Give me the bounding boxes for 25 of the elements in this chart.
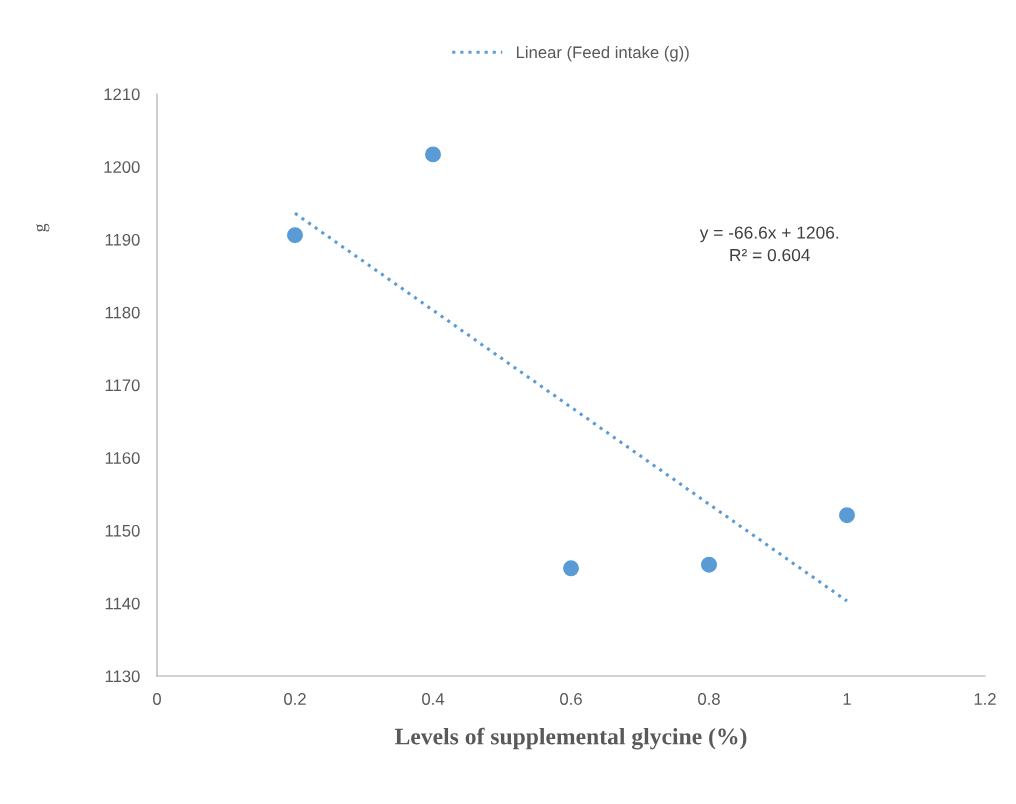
point: [701, 556, 717, 573]
x-tick-label: 0.4: [422, 693, 445, 705]
y-tick-label: 1140: [105, 597, 140, 610]
y-tick-label: 1160: [105, 452, 140, 464]
point: [839, 507, 855, 524]
y-tick-label: 1210: [104, 88, 140, 101]
y-axis-title: g: [36, 223, 50, 232]
x-axis-title: Levels of supplemental glycine (%): [394, 727, 747, 750]
y-tick-label: 1200: [104, 161, 140, 173]
y-tick-label: 1130: [105, 670, 140, 683]
x-tick-label: 0.6: [560, 693, 582, 705]
x-tick-label: 0.2: [284, 693, 306, 705]
x-tick-label: 1: [843, 693, 851, 705]
x-tick-label: 1.2: [974, 693, 996, 705]
y-tick-label: 1180: [105, 306, 140, 319]
legend-label: Linear (Feed intake (g)): [516, 46, 689, 62]
point: [287, 227, 303, 244]
annotation: y = -66.6x + 1206. R² = 0.604: [699, 226, 839, 262]
y-tick-label: 1150: [105, 524, 140, 537]
y-tick-label: 1190: [105, 233, 140, 246]
x-tick-label: 0.8: [698, 693, 720, 705]
point: [425, 146, 441, 163]
point: [563, 560, 579, 577]
y-tick-label: 1170: [105, 379, 140, 392]
x-tick-label: 0: [153, 693, 161, 705]
